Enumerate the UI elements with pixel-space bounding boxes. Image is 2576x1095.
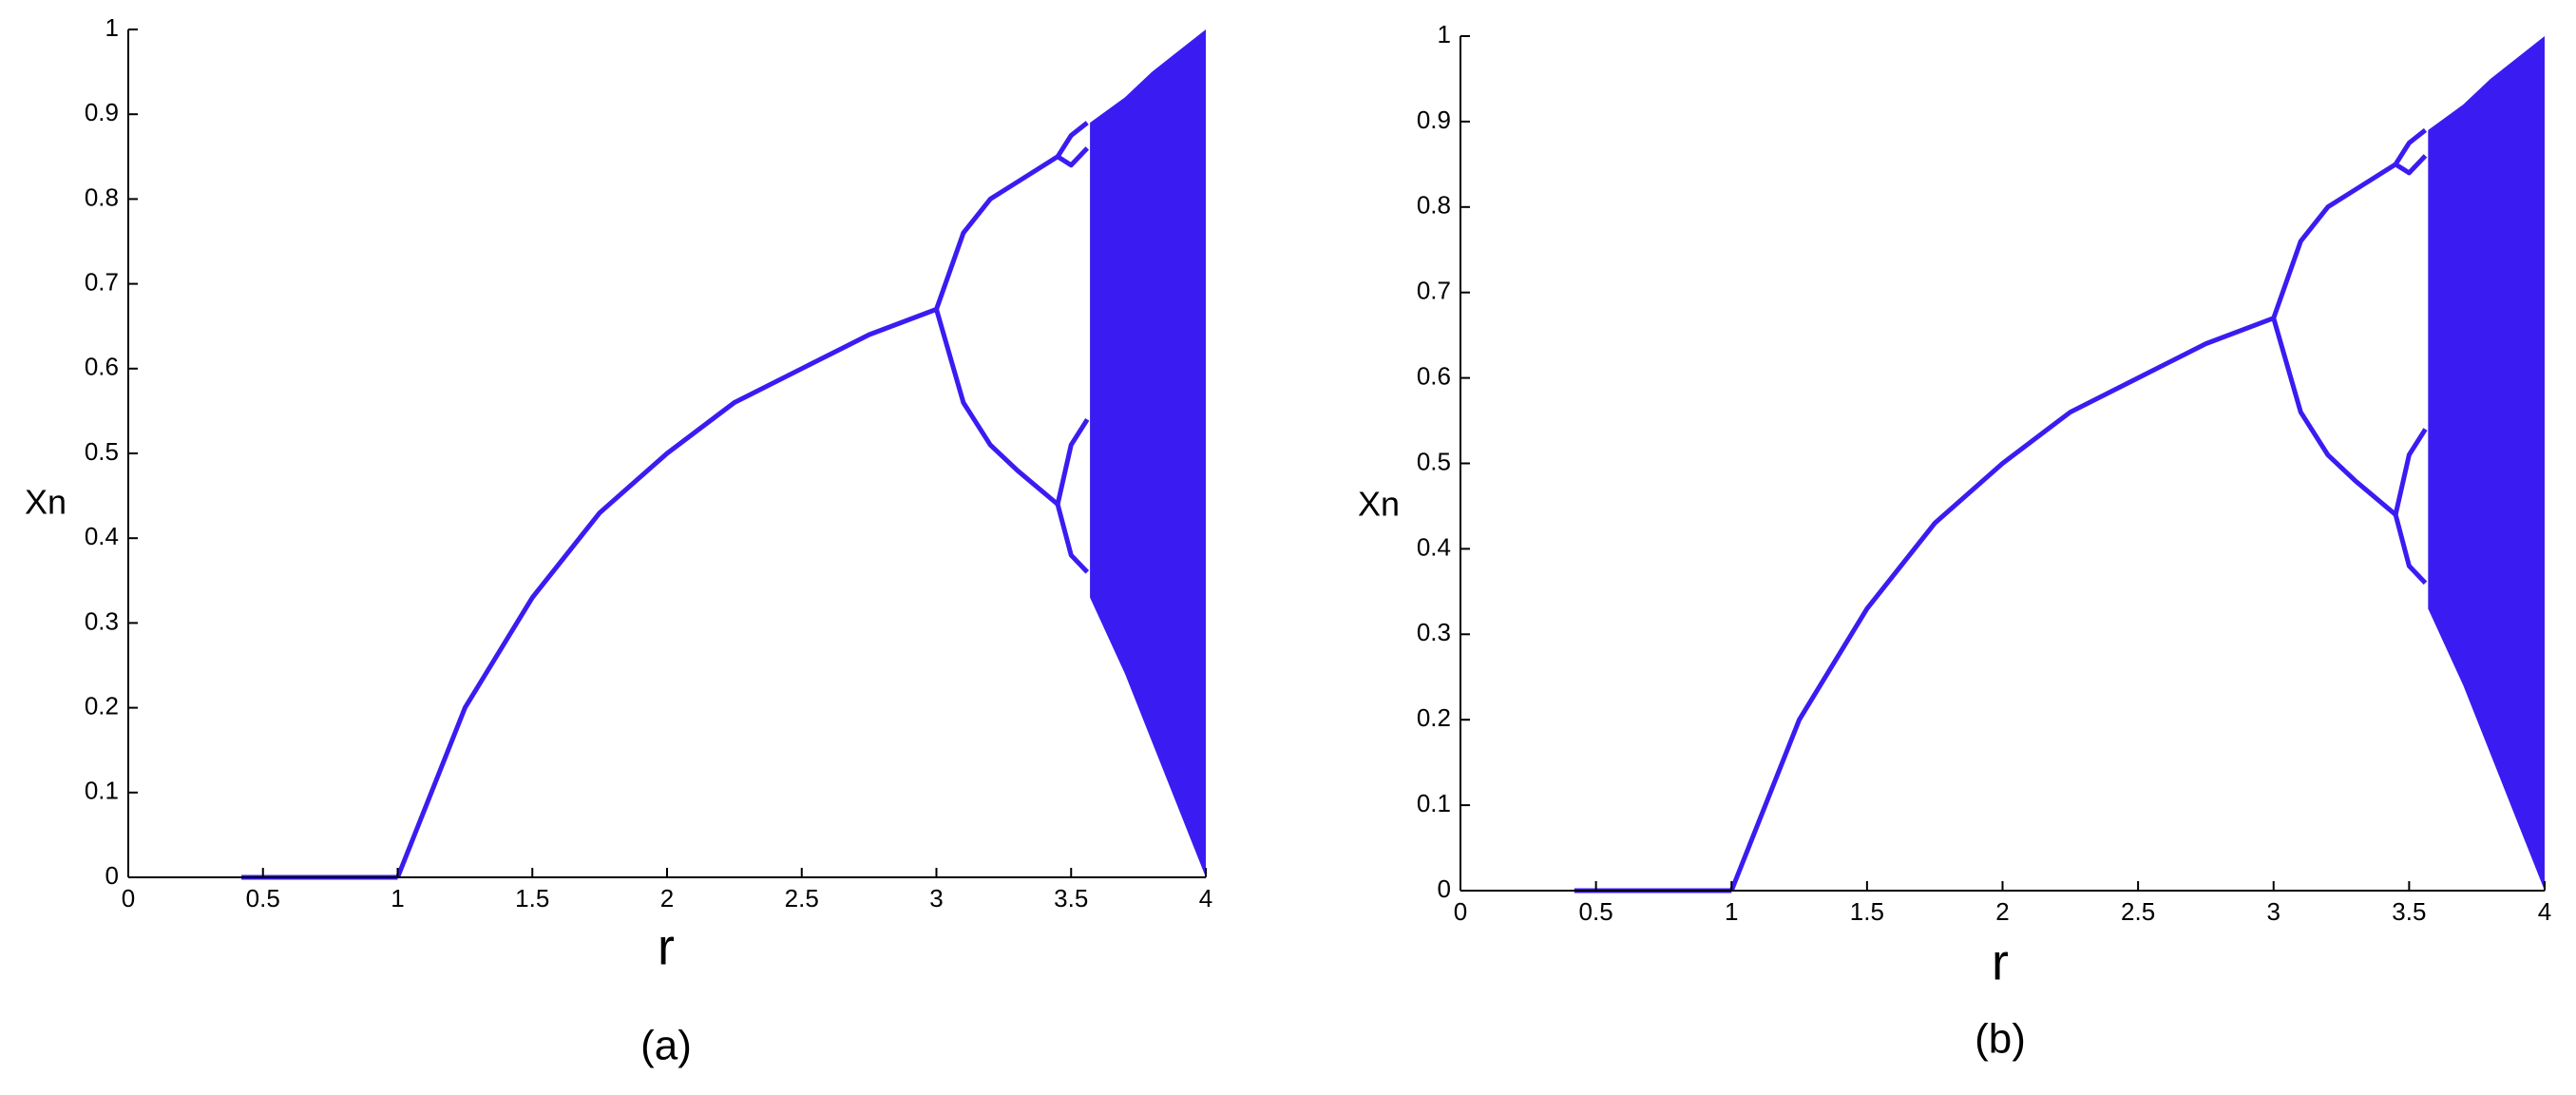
y-tick-label: 0.5 [85,437,119,466]
x-tick-label: 3 [929,884,943,912]
branch-line [2394,154,2428,176]
branch-line [395,307,938,878]
y-tick-label: 0.6 [1417,361,1451,390]
x-tick-label: 3.5 [2392,897,2426,926]
y-tick-label: 0.4 [1417,532,1451,561]
y-tick-label: 0.5 [1417,447,1451,475]
caption: (b) [1975,1016,2026,1063]
y-tick-label: 1 [1438,20,1451,48]
branch-line [1055,121,1089,159]
branch-line [934,154,1059,311]
y-tick-label: 0.3 [1417,618,1451,646]
branch-line [1055,417,1090,506]
x-tick-label: 2 [1995,897,2009,926]
y-tick-label: 0.7 [1417,277,1451,305]
y-tick-label: 0 [105,861,119,890]
x-tick-label: 0 [122,884,135,912]
x-tick-label: 2.5 [2121,897,2155,926]
x-tick-label: 0.5 [246,884,280,912]
x-tick-label: 4 [1199,884,1212,912]
chaos-band [2428,36,2545,891]
y-tick-label: 0.8 [1417,191,1451,220]
y-tick-label: 0.1 [85,777,119,805]
branch-line [1728,316,2275,892]
branch-line [2393,428,2428,515]
y-tick-label: 0.1 [1417,789,1451,817]
y-axis-label: Xn [1358,485,1400,524]
branch-line [2393,127,2428,166]
x-axis-label: r [658,918,675,975]
x-tick-label: 4 [2538,897,2551,926]
branch-line [1056,146,1090,168]
x-tick-label: 3 [2267,897,2280,926]
y-tick-label: 0.3 [85,606,119,635]
y-axis-label: Xn [25,483,67,522]
y-tick-label: 0.2 [1417,703,1451,732]
x-tick-label: 0 [1454,897,1467,926]
x-tick-label: 0.5 [1579,897,1613,926]
y-tick-label: 0.6 [85,353,119,381]
branch-line [2271,317,2397,517]
x-tick-label: 2 [660,884,674,912]
chaos-band [1090,29,1206,877]
y-tick-label: 0.8 [85,182,119,211]
y-tick-label: 0.2 [85,691,119,720]
caption: (a) [640,1023,692,1069]
x-tick-label: 1 [391,884,404,912]
y-tick-label: 1 [105,13,119,42]
x-tick-label: 1.5 [1850,897,1884,926]
y-tick-label: 0.7 [85,267,119,296]
x-tick-label: 2.5 [785,884,819,912]
x-tick-label: 1 [1725,897,1738,926]
x-axis-label: r [1992,933,2009,990]
branch-line [934,308,1059,507]
y-tick-label: 0.9 [85,98,119,126]
y-tick-label: 0.4 [85,522,119,550]
branch-line [1055,503,1090,574]
branch-line [2393,513,2428,586]
x-tick-label: 3.5 [1054,884,1088,912]
y-tick-label: 0.9 [1417,106,1451,134]
y-tick-label: 0 [1438,874,1451,903]
x-tick-label: 1.5 [515,884,549,912]
branch-line [2271,162,2397,319]
